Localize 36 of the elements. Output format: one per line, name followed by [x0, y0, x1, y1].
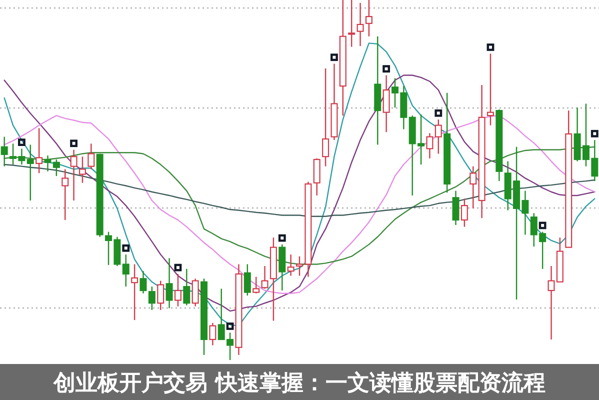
candlestick [0, 136, 8, 167]
candlestick [140, 270, 147, 294]
candlestick [157, 280, 164, 311]
candlestick [70, 149, 78, 202]
candlestick [287, 254, 294, 276]
candlestick [62, 168, 69, 221]
candlestick [356, 2, 364, 47]
candlestick [434, 118, 442, 154]
candlestick [174, 273, 182, 307]
candlestick [452, 190, 460, 226]
candlestick [244, 264, 251, 296]
text: 创业板开户交易 快速掌握：一文读懂股票配资流程 [52, 370, 546, 396]
candlestick [486, 53, 494, 126]
candlestick [36, 128, 43, 174]
candlestick [313, 158, 320, 196]
candlestick [78, 156, 86, 184]
candlestick [26, 144, 34, 202]
candlestick [183, 268, 190, 306]
candlestick [148, 286, 156, 311]
candlestick [348, 0, 356, 48]
candlestick [131, 264, 138, 321]
candlestick [322, 68, 330, 167]
candlestick [209, 322, 216, 346]
candlestick [470, 166, 477, 210]
candlestick [382, 74, 390, 133]
candlestick [88, 143, 95, 170]
candlestick [44, 154, 52, 172]
candlestick [192, 278, 199, 307]
candlestick [426, 132, 434, 159]
candlestick [52, 158, 60, 177]
candlestick [166, 258, 173, 309]
candlestick [122, 254, 130, 288]
candlestick [365, 0, 372, 37]
candlestick [261, 265, 268, 290]
candlestick [252, 276, 260, 294]
candlestick [460, 198, 468, 228]
